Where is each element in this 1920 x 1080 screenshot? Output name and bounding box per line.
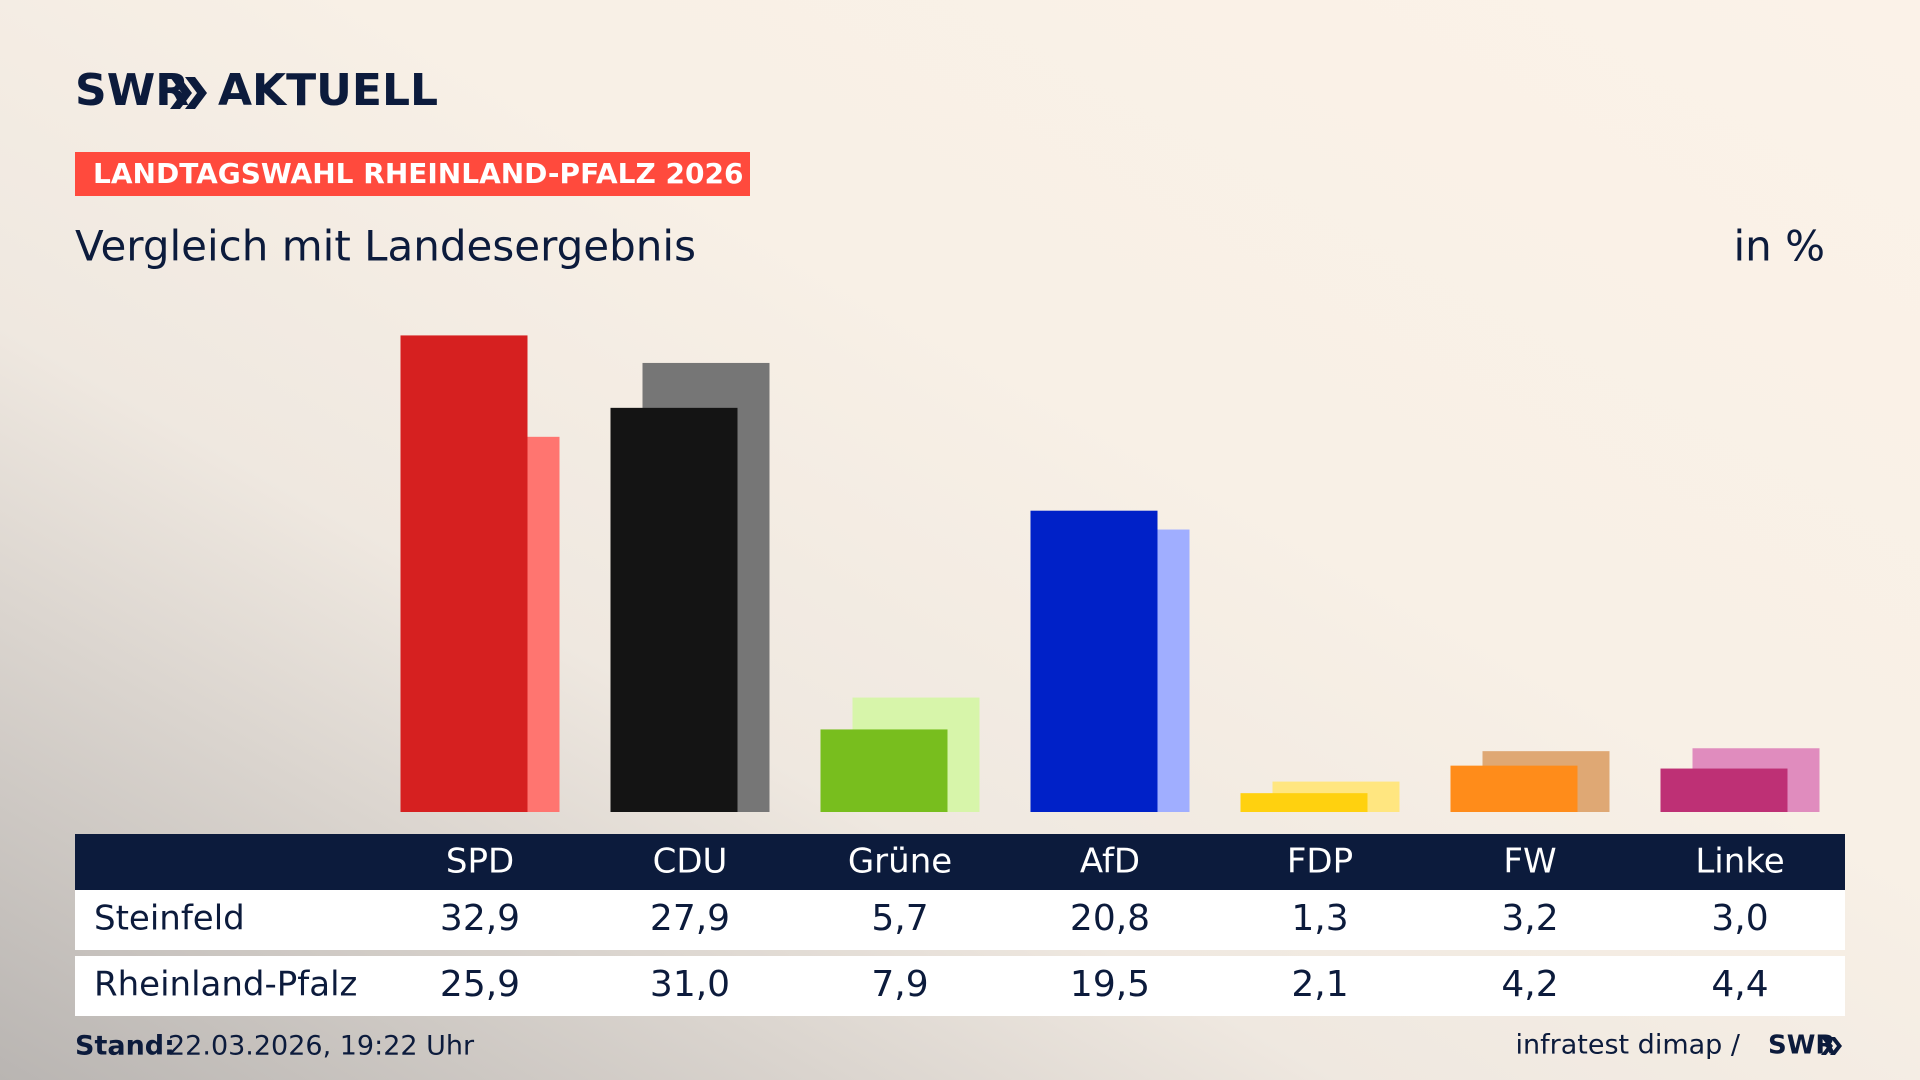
source: infratest dimap / bbox=[1515, 1030, 1740, 1061]
bar bbox=[1660, 768, 1788, 812]
bar bbox=[1030, 510, 1158, 812]
value-cell: 19,5 bbox=[1070, 964, 1150, 1005]
table-row bbox=[75, 890, 1845, 950]
category-label: Linke bbox=[1695, 842, 1784, 882]
table-header bbox=[75, 834, 1845, 890]
value-cell: 3,2 bbox=[1501, 898, 1558, 939]
value-cell: 3,0 bbox=[1711, 898, 1768, 939]
value-cell: 20,8 bbox=[1070, 898, 1150, 939]
stand-label: Stand: bbox=[75, 1031, 175, 1062]
bar bbox=[610, 407, 738, 812]
source-arrows bbox=[1821, 1037, 1842, 1055]
category-label: FDP bbox=[1287, 842, 1353, 882]
bar bbox=[820, 729, 948, 812]
table-row bbox=[75, 956, 1845, 1016]
category-label: FW bbox=[1503, 842, 1556, 882]
row-label: Rheinland-Pfalz bbox=[94, 965, 357, 1005]
source-brand: SWR bbox=[1768, 1031, 1835, 1061]
bar bbox=[400, 335, 528, 812]
kicker: LANDTAGSWAHL RHEINLAND-PFALZ 2026 bbox=[93, 157, 743, 190]
category-label: Grüne bbox=[848, 842, 952, 882]
brand-arrows bbox=[170, 77, 207, 109]
stand: 22.03.2026, 19:22 Uhr bbox=[168, 1031, 475, 1062]
category-label: AfD bbox=[1080, 842, 1140, 882]
category-label: SPD bbox=[446, 842, 514, 882]
value-cell: 1,3 bbox=[1291, 898, 1348, 939]
value-cell: 7,9 bbox=[871, 964, 928, 1005]
value-cell: 25,9 bbox=[440, 964, 520, 1005]
bar bbox=[1450, 765, 1578, 812]
value-cell: 4,2 bbox=[1501, 964, 1558, 1005]
chart-title: Vergleich mit Landesergebnis bbox=[75, 222, 696, 271]
value-cell: 4,4 bbox=[1711, 964, 1768, 1005]
value-cell: 5,7 bbox=[871, 898, 928, 939]
value-cell: 2,1 bbox=[1291, 964, 1348, 1005]
kicker-box bbox=[75, 152, 750, 196]
value-cell: 27,9 bbox=[650, 898, 730, 939]
brand-product: AKTUELL bbox=[218, 65, 438, 116]
value-cell: 31,0 bbox=[650, 964, 730, 1005]
brand: SWR bbox=[75, 65, 189, 116]
bar bbox=[1240, 793, 1368, 812]
value-cell: 32,9 bbox=[440, 898, 520, 939]
row-label: Steinfeld bbox=[94, 899, 245, 939]
category-label: CDU bbox=[653, 842, 728, 882]
unit-label: in % bbox=[1733, 222, 1825, 271]
